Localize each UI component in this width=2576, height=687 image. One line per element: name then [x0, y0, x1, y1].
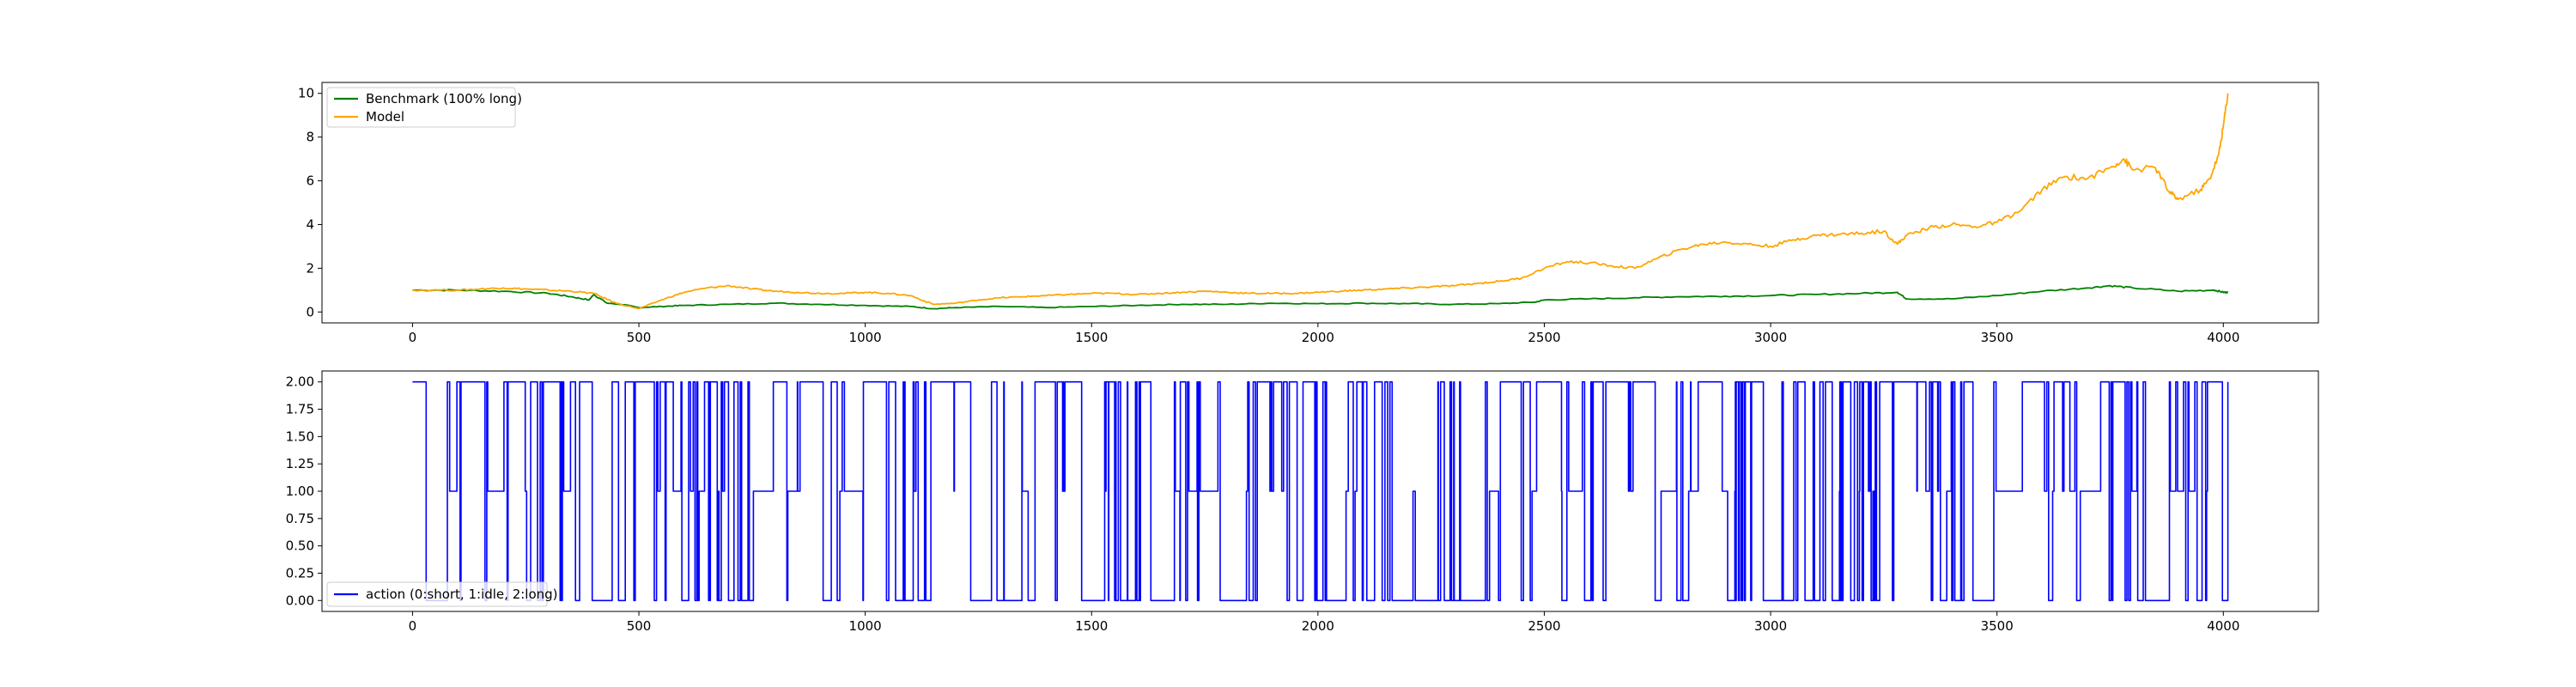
y-tick-label: 2 — [306, 260, 314, 276]
y-tick-label: 1.00 — [286, 483, 314, 499]
legend-label-action: action (0:short, 1:idle, 2:long) — [366, 587, 558, 602]
x-tick-label: 2000 — [1302, 330, 1334, 345]
top-chart: 0 500 1000 1500 2000 2500 3000 3500 4000 0 2 4 6 8 10… — [298, 82, 2319, 345]
y-tick-label: 0.00 — [286, 593, 314, 608]
series-line-action-0-short-1-idle-2-long — [412, 380, 2229, 602]
x-tick-label: 1000 — [849, 618, 882, 634]
y-tick-label: 0.25 — [286, 565, 314, 581]
top-axes-frame — [321, 82, 2319, 324]
x-tick-label: 500 — [627, 330, 652, 345]
y-tick-label: 2.00 — [286, 374, 314, 390]
y-tick-label: 1.75 — [286, 402, 314, 417]
y-tick-label: 1.50 — [286, 429, 314, 444]
legend-label-model: Model — [366, 109, 404, 125]
x-tick-label: 1500 — [1075, 330, 1108, 345]
bottom-chart: 0 500 1000 1500 2000 2500 3000 3500 4000 0.00 0.2… — [286, 370, 2319, 634]
x-tick-label: 3500 — [1981, 618, 2014, 634]
x-tick-label: 0 — [409, 330, 417, 345]
top-legend: Benchmark (100% long) Model — [326, 87, 522, 128]
y-tick-label: 1.25 — [286, 456, 314, 471]
x-tick-label: 0 — [409, 618, 417, 634]
y-tick-label: 4 — [306, 216, 314, 232]
x-tick-label: 1000 — [849, 330, 882, 345]
y-tick-label: 6 — [306, 173, 314, 189]
x-tick-label: 3000 — [1754, 330, 1787, 345]
bottom-y-ticks: 0.00 0.25 0.50 0.75 1.00 1.25 1.50 1.75 2.00 — [286, 374, 322, 608]
y-tick-label: 10 — [298, 86, 314, 101]
top-x-ticks: 0 500 1000 1500 2000 2500 3000 3500 4000 — [409, 323, 2239, 345]
x-tick-label: 4000 — [2207, 330, 2239, 345]
x-tick-label: 1500 — [1075, 618, 1108, 634]
top-legend-box — [326, 87, 516, 128]
x-tick-label: 4000 — [2207, 618, 2239, 634]
x-tick-label: 2000 — [1302, 618, 1334, 634]
x-tick-label: 3500 — [1981, 330, 2014, 345]
series-line-model — [412, 93, 2229, 310]
y-tick-label: 0.50 — [286, 538, 314, 554]
bottom-plot-area — [412, 380, 2229, 602]
bottom-legend-box — [326, 581, 548, 607]
x-tick-label: 3000 — [1754, 618, 1787, 634]
bottom-legend: action (0:short, 1:idle, 2:long) — [326, 581, 558, 607]
x-tick-label: 500 — [627, 618, 652, 634]
x-tick-label: 2500 — [1528, 330, 1560, 345]
x-tick-label: 2500 — [1528, 618, 1560, 634]
y-tick-label: 8 — [306, 130, 314, 145]
top-y-ticks: 0 2 4 6 8 10 — [298, 86, 322, 319]
bottom-x-ticks: 0 500 1000 1500 2000 2500 3000 3500 4000 — [409, 611, 2239, 634]
y-tick-label: 0 — [306, 304, 314, 319]
legend-label-benchmark: Benchmark (100% long) — [366, 91, 522, 106]
y-tick-label: 0.75 — [286, 511, 314, 526]
top-plot-area — [412, 93, 2229, 310]
